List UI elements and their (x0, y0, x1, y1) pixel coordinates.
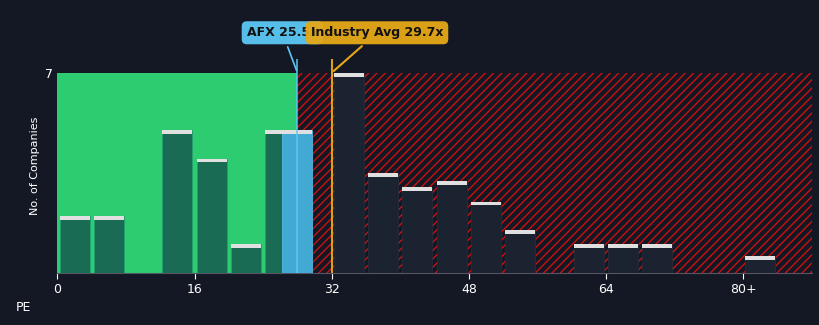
Bar (573, 244, 603, 248)
Bar (608, 244, 637, 273)
Bar (402, 187, 432, 191)
Bar (368, 173, 398, 176)
Bar (333, 73, 364, 76)
Bar (437, 181, 466, 185)
Bar (368, 173, 398, 273)
Y-axis label: No. of Companies: No. of Companies (29, 117, 39, 215)
Bar (162, 130, 192, 273)
Bar (265, 130, 295, 134)
Bar (57, 73, 297, 273)
Text: AFX 25.5x: AFX 25.5x (247, 26, 318, 70)
Bar (642, 244, 672, 248)
Bar (282, 130, 312, 134)
Bar (470, 202, 500, 205)
Bar (93, 216, 124, 273)
Bar (60, 216, 89, 273)
Bar (437, 181, 466, 273)
Bar (93, 216, 124, 219)
Bar (297, 73, 811, 273)
Bar (231, 244, 260, 248)
Bar (197, 159, 226, 162)
Bar (265, 130, 295, 273)
Bar (744, 256, 775, 273)
Bar (573, 244, 603, 273)
Bar (231, 244, 260, 273)
Bar (297, 73, 811, 273)
Bar (282, 130, 312, 273)
Bar (402, 187, 432, 273)
Bar (60, 216, 89, 219)
Bar (608, 244, 637, 248)
Bar (162, 130, 192, 134)
Bar (744, 256, 775, 260)
Bar (642, 244, 672, 273)
Bar (197, 159, 226, 273)
Bar (505, 230, 535, 234)
Text: Industry Avg 29.7x: Industry Avg 29.7x (310, 26, 443, 71)
Bar (505, 230, 535, 273)
Text: PE: PE (16, 301, 31, 314)
Bar (470, 202, 500, 273)
Bar (333, 73, 364, 273)
